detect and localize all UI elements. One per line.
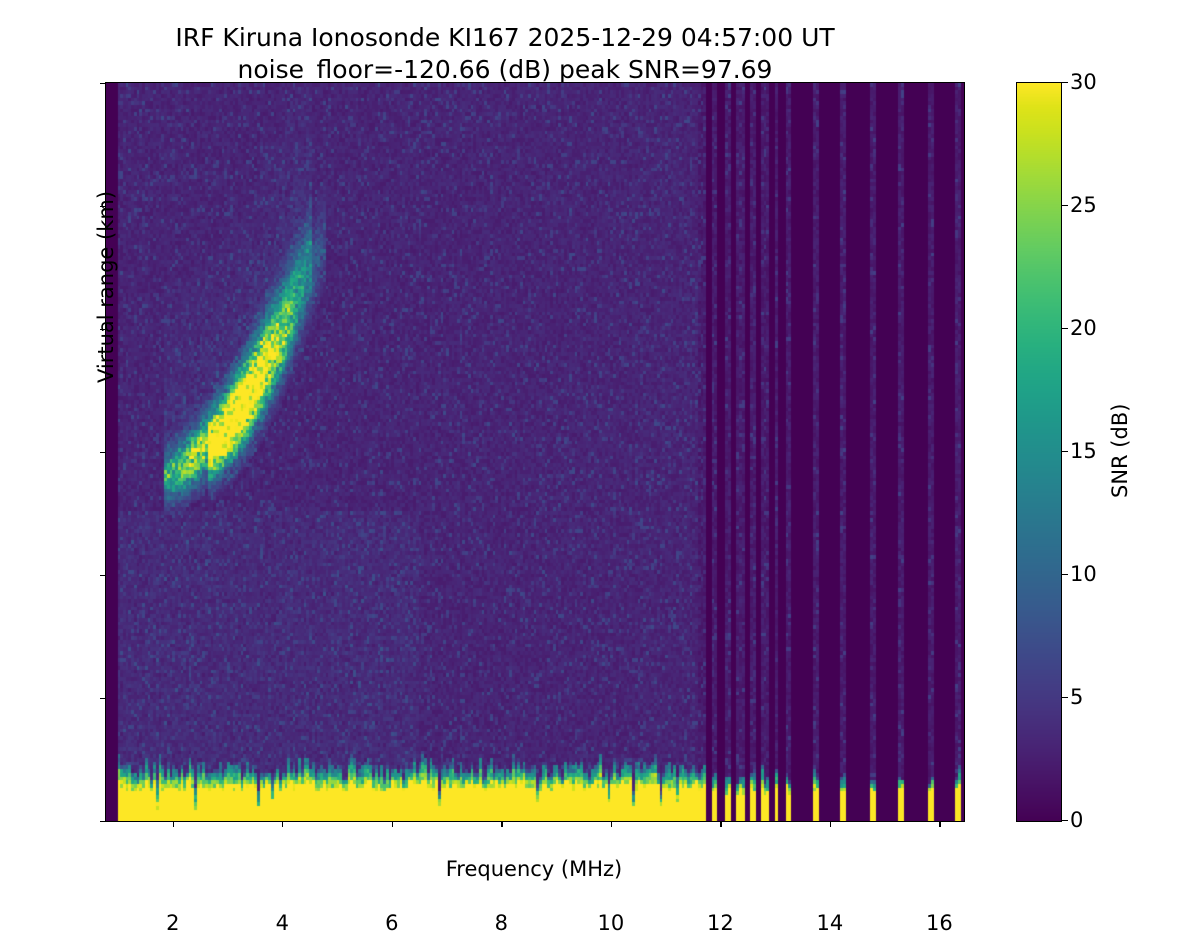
x-tick-mark <box>282 821 284 827</box>
figure-title-line1: IRF Kiruna Ionosonde KI167 2025-12-29 04… <box>175 23 835 52</box>
x-axis-label: Frequency (MHz) <box>445 857 623 881</box>
colorbar-tick-label: 15 <box>1070 439 1097 463</box>
colorbar-label: SNR (dB) <box>1108 403 1132 498</box>
colorbar-tick-mark <box>1062 205 1068 207</box>
colorbar-tick-mark <box>1062 697 1068 699</box>
x-tick-label: 6 <box>385 911 399 935</box>
y-tick-mark <box>100 329 106 331</box>
y-tick-mark <box>100 206 106 208</box>
y-tick-mark <box>100 575 106 577</box>
y-tick-mark <box>100 698 106 700</box>
x-tick-label: 8 <box>494 911 508 935</box>
y-tick-mark <box>100 83 106 85</box>
colorbar-tick-label: 30 <box>1070 70 1097 94</box>
colorbar <box>1016 82 1062 822</box>
colorbar-tick-label: 5 <box>1070 685 1084 709</box>
x-tick-mark <box>939 821 941 827</box>
x-tick-label: 2 <box>166 911 180 935</box>
colorbar-tick-mark <box>1062 574 1068 576</box>
x-tick-mark <box>829 821 832 827</box>
colorbar-tick-mark <box>1062 820 1068 822</box>
figure-title: IRF Kiruna Ionosonde KI167 2025-12-29 04… <box>0 22 1010 86</box>
x-tick-label: 12 <box>706 911 734 935</box>
x-tick-mark <box>610 821 613 827</box>
colorbar-tick-mark <box>1062 451 1068 453</box>
colorbar-tick-label: 0 <box>1070 808 1084 832</box>
colorbar-tick-label: 10 <box>1070 562 1097 586</box>
colorbar-tick-label: 25 <box>1070 193 1097 217</box>
x-tick-mark <box>172 821 174 827</box>
ionogram-figure: IRF Kiruna Ionosonde KI167 2025-12-29 04… <box>0 22 1132 935</box>
colorbar-tick-mark <box>1062 328 1068 330</box>
x-tick-label: 10 <box>597 911 625 935</box>
colorbar-tick-label: 20 <box>1070 316 1097 340</box>
x-tick-label: 14 <box>816 911 844 935</box>
ionogram-heatmap <box>106 83 964 821</box>
x-tick-mark <box>720 821 722 827</box>
y-axis-label: Virtual range (km) <box>94 190 118 383</box>
x-tick-mark <box>501 821 503 827</box>
colorbar-tick-mark <box>1062 82 1068 84</box>
x-tick-label: 4 <box>275 911 289 935</box>
x-tick-mark <box>391 821 393 827</box>
y-tick-mark <box>100 452 106 454</box>
figure-title-line2: noise_floor=-120.66 (dB) peak SNR=97.69 <box>237 55 773 84</box>
x-tick-label: 16 <box>925 911 953 935</box>
colorbar-gradient <box>1017 83 1061 821</box>
y-tick-mark <box>100 821 106 823</box>
